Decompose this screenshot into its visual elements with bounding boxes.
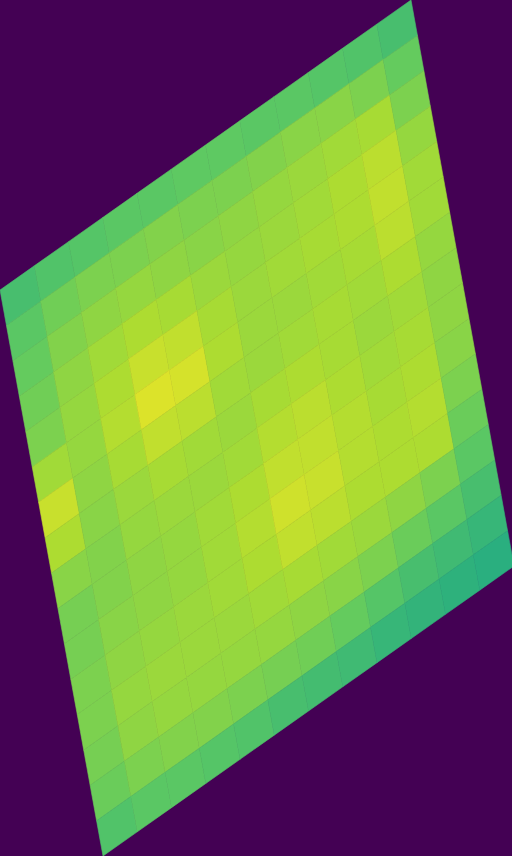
cell xyxy=(302,651,343,711)
cell xyxy=(336,627,377,687)
background xyxy=(0,0,512,856)
cell xyxy=(405,579,446,639)
cell xyxy=(97,796,138,856)
heatmap-svg xyxy=(0,0,512,856)
cell xyxy=(199,724,240,784)
cell xyxy=(165,748,206,808)
cell xyxy=(473,531,512,591)
cell xyxy=(234,700,275,760)
cell xyxy=(439,555,480,615)
cells xyxy=(0,0,512,856)
cell xyxy=(131,772,172,832)
cell xyxy=(268,676,309,736)
cell xyxy=(371,603,412,663)
